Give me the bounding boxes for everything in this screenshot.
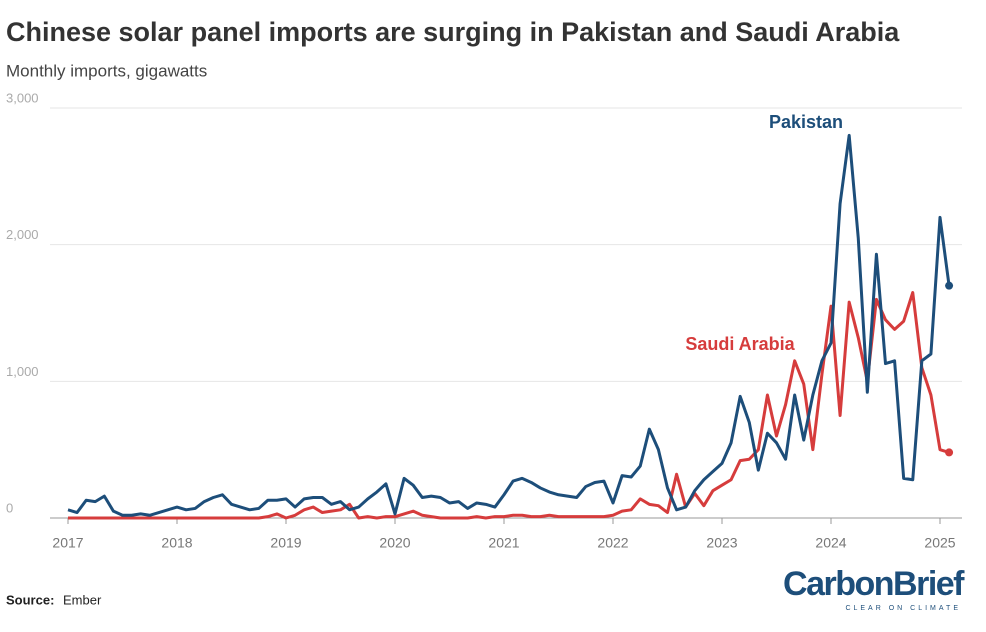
x-tick-label: 2022 (597, 535, 628, 551)
y-tick-label: 1,000 (6, 364, 39, 379)
end-point (945, 281, 954, 290)
y-tick-label: 2,000 (6, 227, 39, 242)
series-label: Pakistan (769, 112, 843, 132)
x-tick-label: 2024 (815, 535, 846, 551)
source-label: Source: (6, 592, 54, 607)
x-tick-label: 2021 (488, 535, 519, 551)
logo-tagline: CLEAR ON CLIMATE (845, 605, 961, 612)
x-tick-label: 2018 (161, 535, 192, 551)
x-tick-label: 2025 (924, 535, 955, 551)
x-tick-label: 2019 (270, 535, 301, 551)
chart-title: Chinese solar panel imports are surging … (6, 17, 900, 47)
end-point (945, 448, 954, 457)
y-tick-label: 3,000 (6, 90, 39, 105)
series-line (68, 291, 950, 520)
chart-subtitle: Monthly imports, gigawatts (6, 61, 207, 80)
x-tick-label: 2020 (379, 535, 410, 551)
source: Ember (63, 592, 102, 607)
x-tick-label: 2017 (52, 535, 83, 551)
series-label: Saudi Arabia (685, 334, 795, 354)
logo: CarbonBrief (783, 565, 965, 603)
y-tick-label: 0 (6, 500, 13, 515)
x-tick-label: 2023 (706, 535, 737, 551)
series-line (67, 133, 951, 517)
